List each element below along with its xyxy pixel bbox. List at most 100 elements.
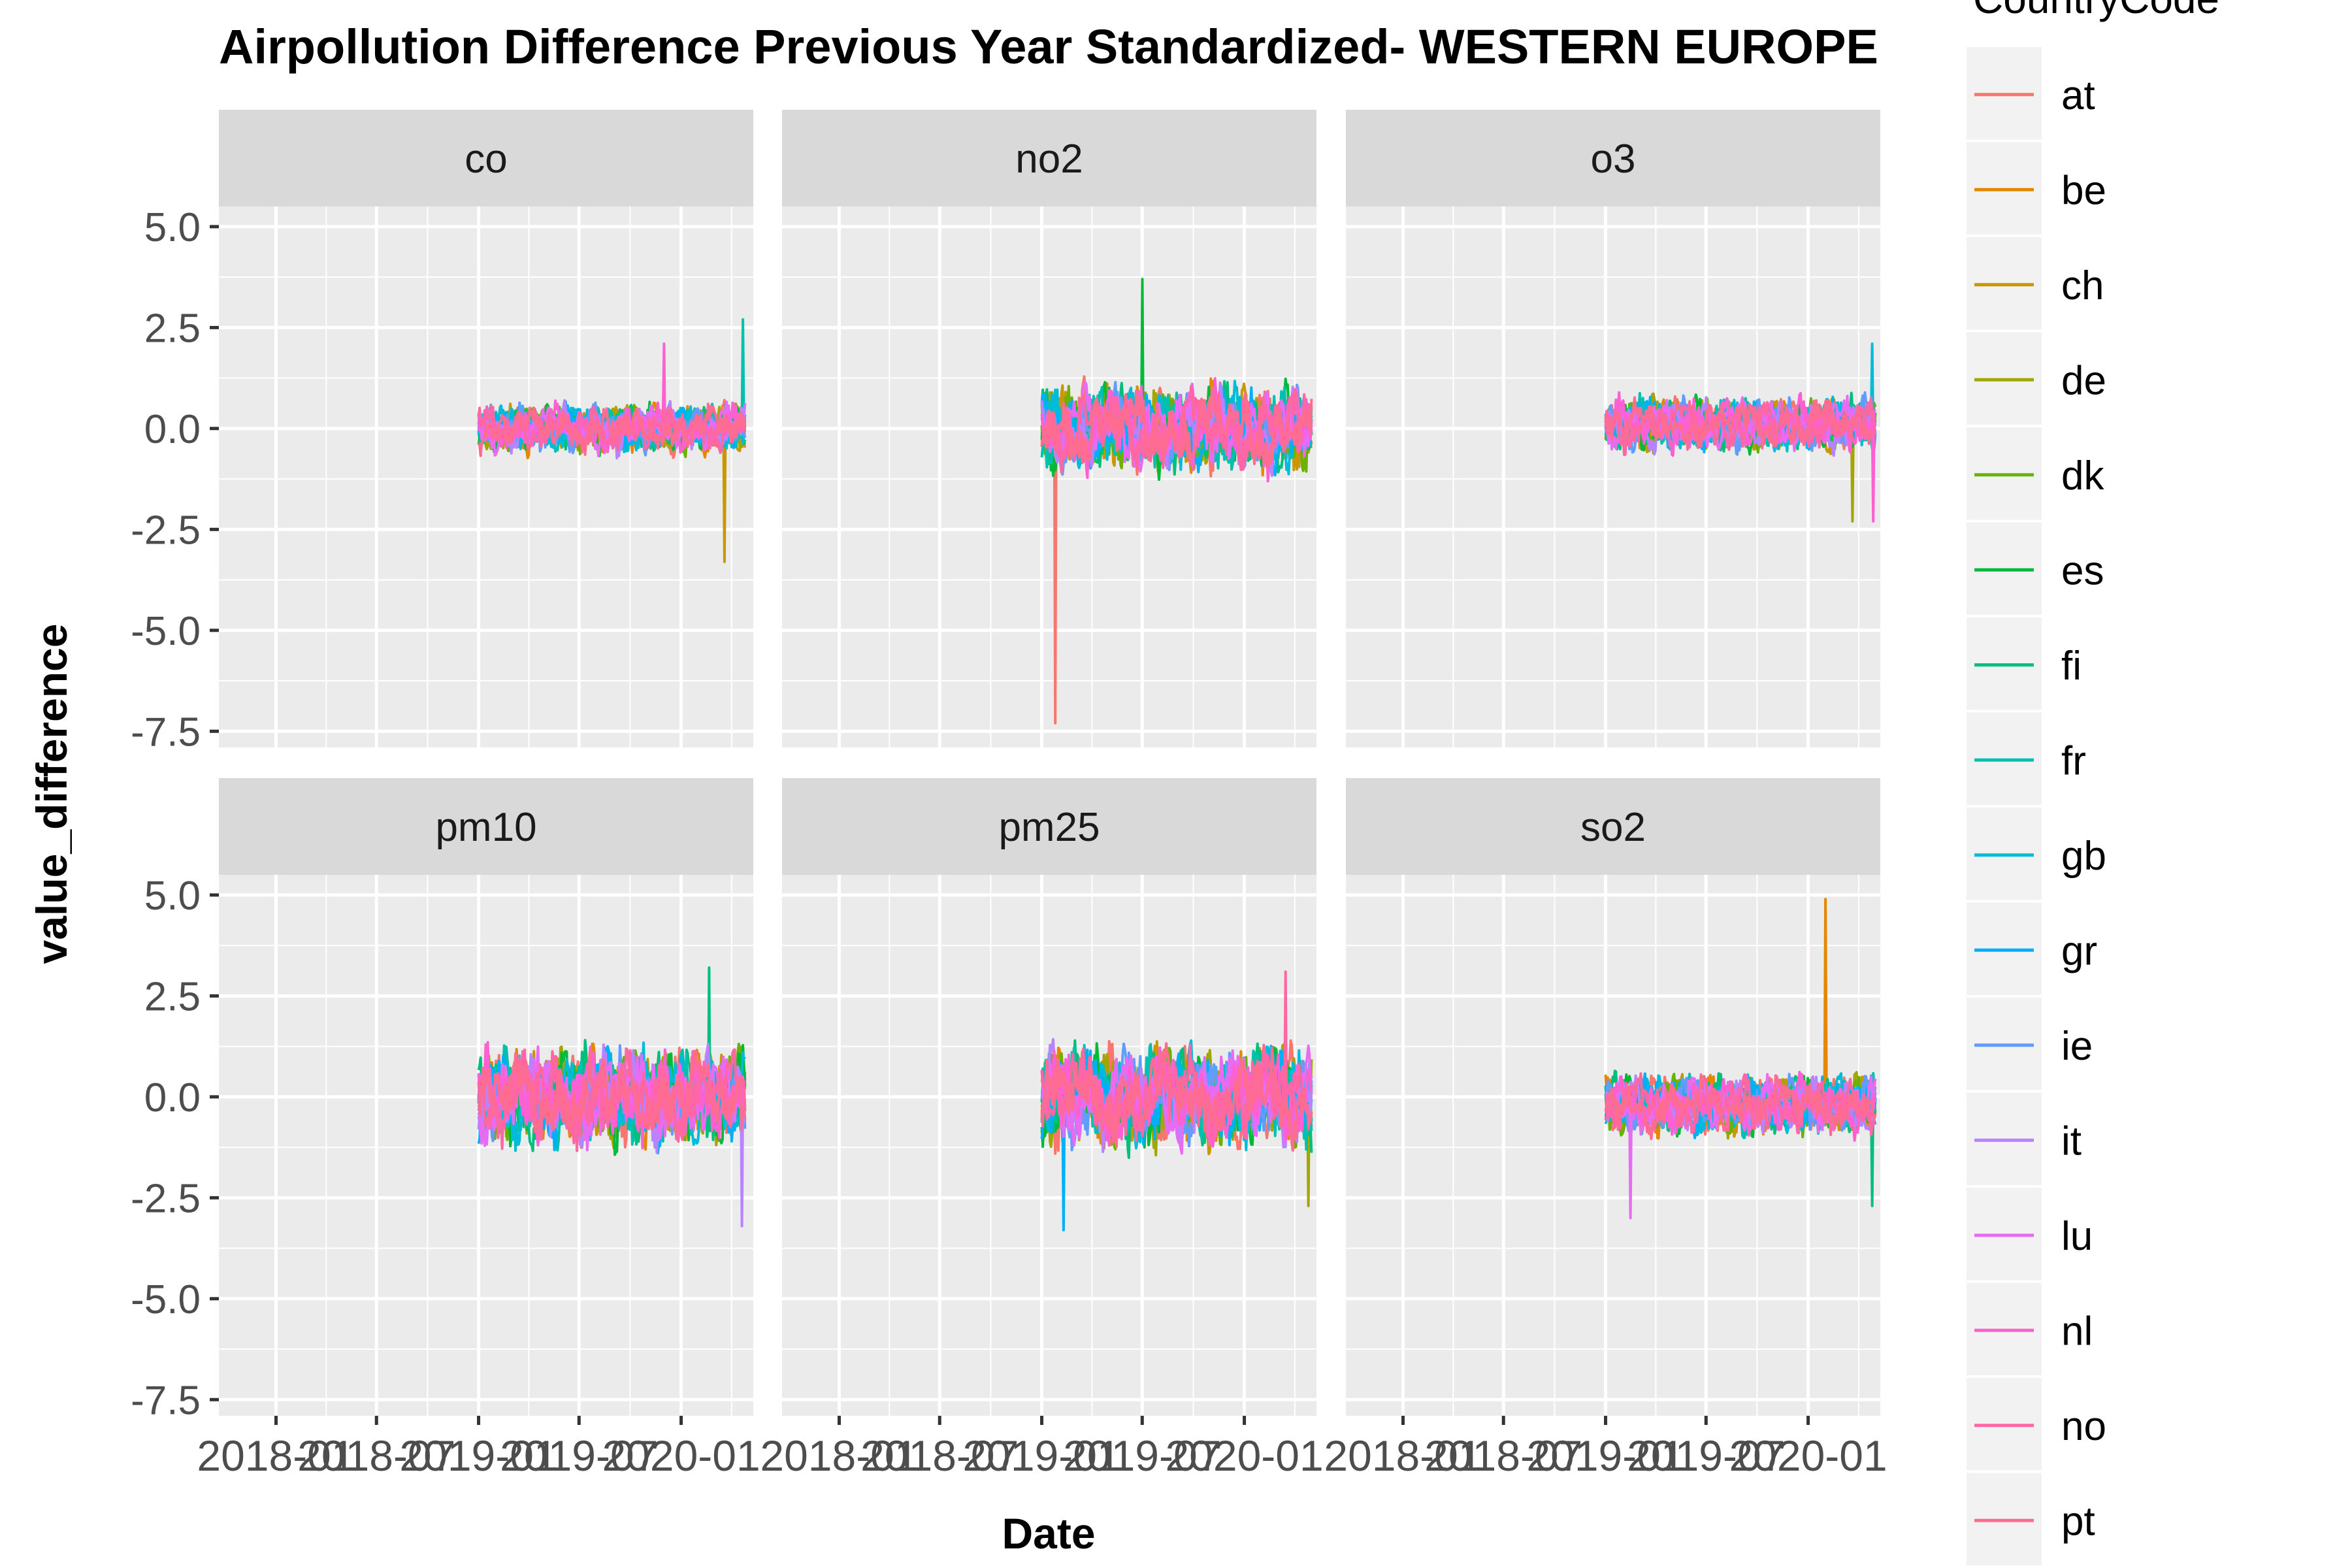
legend-label: no bbox=[2061, 1404, 2106, 1449]
facet-strip-label: pm10 bbox=[435, 805, 536, 850]
x-tick-label: 2020-01 bbox=[602, 1431, 760, 1480]
series-line-no bbox=[1604, 1072, 1876, 1137]
facet-strip-label: no2 bbox=[1015, 137, 1083, 182]
legend-label: de bbox=[2061, 358, 2106, 403]
x-tick-label: 2020-01 bbox=[1165, 1431, 1323, 1480]
facet-strip-label: so2 bbox=[1580, 805, 1646, 850]
y-tick-label: -2.5 bbox=[131, 508, 201, 553]
legend-label: fi bbox=[2061, 644, 2082, 689]
legend-item-fr: fr bbox=[1967, 712, 2086, 805]
legend-label: be bbox=[2061, 168, 2106, 213]
x-tick-label: 2019-07 bbox=[1063, 1431, 1221, 1480]
facet-panel-pm25: pm25 bbox=[782, 778, 1316, 1416]
legend-label: ch bbox=[2061, 263, 2104, 308]
legend-item-ie: ie bbox=[1967, 998, 2093, 1090]
x-tick-label: 2018-07 bbox=[860, 1431, 1019, 1480]
facet-panel-o3: o3 bbox=[1346, 110, 1880, 747]
legend-label: gr bbox=[2061, 928, 2097, 973]
series-line-pt bbox=[1604, 396, 1877, 451]
y-tick-label: -7.5 bbox=[131, 1378, 201, 1423]
legend-item-es: es bbox=[1967, 522, 2104, 615]
legend-item-ch: ch bbox=[1967, 237, 2104, 330]
legend-label: it bbox=[2061, 1119, 2082, 1164]
panel-background bbox=[1346, 875, 1880, 1416]
facet-strip-label: o3 bbox=[1591, 137, 1636, 182]
panel-background bbox=[1346, 206, 1880, 747]
x-tick-label: 2019-07 bbox=[500, 1431, 658, 1480]
facet-strip-label: pm25 bbox=[998, 805, 1100, 850]
axes-layer: -7.5 -5.0 -2.5 0.0 2.5 5.0 -7.5 -5.0 -2.5 0.0 2.5 5… bbox=[131, 205, 1887, 1480]
legend-item-fi: fi bbox=[1967, 617, 2082, 710]
legend-label: fr bbox=[2061, 738, 2086, 783]
panel-background bbox=[219, 206, 753, 747]
facet-strip bbox=[1346, 110, 1880, 206]
y-tick-label: -5.0 bbox=[131, 609, 201, 654]
y-tick-label: -2.5 bbox=[131, 1176, 201, 1221]
y-tick-label: 5.0 bbox=[144, 874, 201, 919]
facet-strip-label: co bbox=[465, 137, 507, 182]
x-tick-label: 2018-01 bbox=[760, 1431, 918, 1480]
x-tick-label: 2018-07 bbox=[297, 1431, 455, 1480]
legend-item-it: it bbox=[1967, 1092, 2082, 1185]
x-tick-label: 2019-01 bbox=[399, 1431, 557, 1480]
series-line-nl bbox=[477, 1041, 747, 1150]
legend-item-be: be bbox=[1967, 142, 2106, 235]
facet-strip bbox=[782, 778, 1316, 875]
facet-panel-pm10: pm10 bbox=[219, 778, 753, 1416]
legend-title: CountryCode bbox=[1973, 0, 2219, 22]
facet-panel-co: co bbox=[219, 110, 753, 747]
legend-item-at: at bbox=[1967, 47, 2095, 140]
legend-item-nl: nl bbox=[1967, 1282, 2093, 1375]
legend-item-de: de bbox=[1967, 332, 2106, 425]
x-axis-title: Date bbox=[1002, 1509, 1095, 1558]
x-tick-label: 2020-01 bbox=[1729, 1431, 1887, 1480]
panel-background bbox=[782, 206, 1316, 747]
y-tick-label: 0.0 bbox=[144, 407, 201, 452]
x-tick-label: 2018-07 bbox=[1424, 1431, 1582, 1480]
x-tick-label: 2019-01 bbox=[962, 1431, 1120, 1480]
y-tick-label: 5.0 bbox=[144, 205, 201, 250]
legend-item-dk: dk bbox=[1967, 427, 2104, 520]
facet-strip bbox=[1346, 778, 1880, 875]
legend: CountryCode at be ch de dk es fi fr gb gr ie it lu nl… bbox=[1967, 0, 2219, 1565]
y-tick-label: 2.5 bbox=[144, 306, 201, 351]
legend-label: at bbox=[2061, 73, 2095, 118]
legend-label: pt bbox=[2061, 1499, 2095, 1544]
chart-title: Airpollution Difference Previous Year St… bbox=[219, 20, 1878, 74]
facet-panel-so2: so2 bbox=[1346, 778, 1880, 1416]
y-tick-label: -7.5 bbox=[131, 710, 201, 755]
x-tick-label: 2018-01 bbox=[197, 1431, 355, 1480]
legend-item-no: no bbox=[1967, 1378, 2106, 1471]
panels-layer: co no2 o3 pm10 pm25 so2 bbox=[219, 110, 1880, 1416]
legend-item-gr: gr bbox=[1967, 902, 2097, 995]
legend-item-lu: lu bbox=[1967, 1188, 2093, 1281]
y-axis-title: value_difference bbox=[27, 624, 76, 964]
x-tick-label: 2019-01 bbox=[1526, 1431, 1684, 1480]
legend-item-pt: pt bbox=[1967, 1473, 2095, 1565]
legend-item-gb: gb bbox=[1967, 808, 2106, 900]
x-tick-label: 2018-01 bbox=[1324, 1431, 1482, 1480]
facet-strip bbox=[782, 110, 1316, 206]
series-line-pt bbox=[1604, 1073, 1877, 1141]
panel-background bbox=[782, 875, 1316, 1416]
y-tick-label: 0.0 bbox=[144, 1075, 201, 1120]
facet-strip bbox=[219, 778, 753, 875]
legend-label: lu bbox=[2061, 1214, 2093, 1259]
facet-strip bbox=[219, 110, 753, 206]
legend-label: dk bbox=[2061, 453, 2104, 498]
legend-label: nl bbox=[2061, 1309, 2093, 1354]
series-line-pt bbox=[1040, 387, 1313, 469]
x-tick-label: 2019-07 bbox=[1627, 1431, 1785, 1480]
y-tick-label: -5.0 bbox=[131, 1277, 201, 1322]
legend-label: es bbox=[2061, 548, 2104, 593]
series-line-pt bbox=[1040, 1042, 1313, 1152]
series-line-pt bbox=[477, 1049, 747, 1140]
legend-items: at be ch de dk es fi fr gb gr ie it lu nl no pt bbox=[1967, 47, 2106, 1565]
series-line-no bbox=[477, 404, 747, 454]
series-line-pt bbox=[477, 402, 747, 457]
series-line-lu bbox=[1040, 381, 1313, 473]
facet-panel-no2: no2 bbox=[782, 110, 1316, 747]
series-line-no bbox=[1040, 970, 1313, 1143]
legend-label: gb bbox=[2061, 834, 2106, 879]
